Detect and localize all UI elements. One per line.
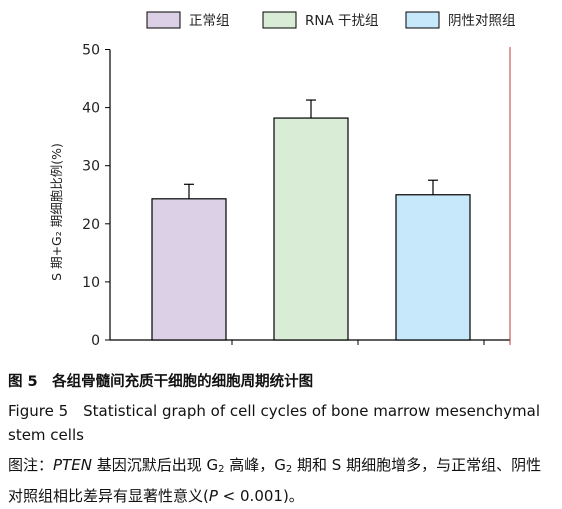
legend-swatch	[146, 11, 181, 29]
y-tick-label: 30	[82, 159, 100, 175]
figure-note: 图注：PTEN 基因沉默后出现 G2 高峰，G2 期和 S 期细胞增多，与正常组…	[8, 452, 556, 509]
bar	[395, 194, 471, 341]
bar	[151, 198, 227, 341]
note-p-value: P	[208, 487, 218, 505]
note-gene: PTEN	[53, 456, 92, 474]
legend-label: 正常组	[189, 13, 230, 29]
y-tick-label: 50	[82, 43, 100, 59]
legend-swatch	[405, 11, 440, 29]
y-tick-label: 40	[82, 101, 100, 117]
note-text-1: 基因沉默后出现 G	[91, 456, 219, 474]
note-text-3: 期和 S 期细胞增多，与正常组、阴性对照组相比差异有显著性意义(	[8, 456, 542, 505]
y-axis-label: S 期+G₂ 期细胞比例(%)	[49, 143, 64, 281]
note-sub-1: 2	[218, 464, 225, 475]
y-tick-label: 0	[91, 333, 100, 349]
y-tick-label: 10	[82, 275, 100, 291]
note-text-4: < 0.001)。	[217, 487, 304, 505]
legend-label: 阴性对照组	[448, 13, 516, 29]
y-tick-label: 20	[82, 217, 100, 233]
note-prefix: 图注：	[8, 456, 54, 474]
figure-title-cn: 图 5 各组骨髓间充质干细胞的细胞周期统计图	[8, 374, 314, 390]
note-sub-2: 2	[285, 464, 293, 475]
note-text-2: 高峰，G	[224, 456, 286, 474]
bar-chart: 正常组 RNA 干扰组 阴性对照组 0 10 20 30 40 50 S 期+G₂ 期细胞比例…	[49, 11, 516, 349]
figure-title-en: Figure 5 Statistical graph of cell cycle…	[8, 402, 541, 444]
chart-bars	[151, 99, 471, 341]
legend-label: RNA 干扰组	[305, 13, 379, 29]
bar	[273, 117, 349, 341]
chart-legend: 正常组 RNA 干扰组 阴性对照组	[146, 11, 516, 29]
legend-swatch	[262, 11, 297, 29]
